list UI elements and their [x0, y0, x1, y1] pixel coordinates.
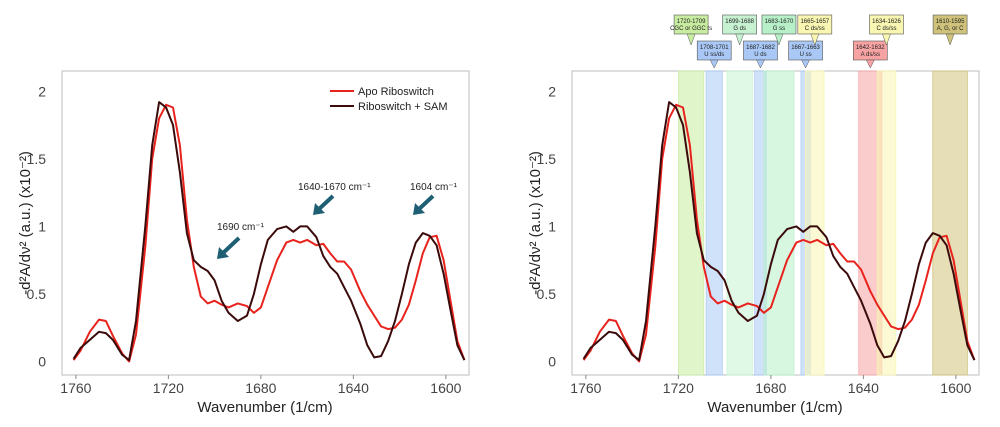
callout-range: 1665-1657 — [800, 19, 829, 25]
y-tick-label: 1.5 — [27, 151, 47, 167]
x-tick-label: 1680 — [245, 380, 276, 396]
callout-range: 1687-1682 — [746, 45, 775, 51]
series-line-sam — [72, 101, 466, 362]
band-1665-1657 — [805, 70, 825, 376]
callout-assignment: U ss — [800, 52, 812, 58]
annotation-1604: 1604 cm⁻¹ — [410, 182, 458, 193]
y-tick-label: 2 — [548, 83, 556, 99]
callout-range: 1708-1701 — [700, 45, 729, 51]
callout-range: 1720-1709 — [677, 19, 706, 25]
y-tick-label: 2 — [38, 83, 46, 99]
legend-label-apo: Apo Riboswitch — [358, 86, 434, 98]
left-x-axis-title: Wavenumber (1/cm) — [197, 399, 332, 416]
x-tick-label: 1720 — [153, 380, 184, 396]
left-chart-panel: 1760 1720 1680 1640 1600 0 0.5 1 1.5 2 Apo Ribosw… — [17, 70, 470, 416]
left-y-axis-title: -d²A/dν² (a.u.) (x10⁻²) — [17, 151, 34, 295]
band-1699-1688 — [726, 70, 753, 376]
arrow-1604-head — [413, 203, 425, 215]
callout-assignment: G ss — [773, 26, 785, 32]
callout-assignment: A, G, or C — [937, 26, 964, 32]
left-plot-area — [61, 70, 470, 376]
y-tick-label: 0.5 — [27, 286, 47, 302]
callout-pointer — [709, 59, 719, 69]
callout-range: 1683-1670 — [765, 19, 794, 25]
y-tick-label: 0 — [548, 353, 556, 369]
y-tick-label: 0.5 — [537, 286, 557, 302]
series-line-sam — [582, 101, 976, 362]
callout-range: 1699-1688 — [725, 19, 754, 25]
callout-pointer — [865, 59, 875, 69]
band-1708-1701 — [705, 70, 723, 376]
callout-assignment: U ss/ds — [704, 52, 724, 58]
arrow-1604 — [416, 194, 435, 212]
series-line-apo — [72, 103, 466, 363]
band-1720-1709 — [677, 70, 705, 376]
callout-range: 1610-1595 — [936, 19, 965, 25]
callout-assignment: C ds/ss — [876, 26, 896, 32]
callout-pointer — [686, 33, 696, 46]
x-tick-label: 1680 — [755, 380, 786, 396]
legend-label-sam: Riboswitch + SAM — [358, 101, 448, 113]
y-tick-label: 1 — [548, 218, 556, 234]
arrow-1690 — [220, 236, 241, 256]
callout-pointer — [756, 59, 765, 69]
callout-pointer — [945, 33, 955, 46]
callout-assignment: CGC or GGC ts — [670, 26, 712, 32]
callout-assignment: U ds — [754, 52, 766, 58]
x-tick-label: 1600 — [430, 380, 461, 396]
callout-pointer — [735, 33, 745, 46]
right-y-axis-title: -d²A/dν² (a.u.) (x10⁻²) — [527, 151, 544, 295]
callout-assignment: A ds/ss — [861, 52, 880, 58]
annotation-1640-1670: 1640-1670 cm⁻¹ — [298, 182, 371, 193]
band-1610-1595 — [932, 70, 968, 376]
x-tick-label: 1760 — [60, 380, 91, 396]
callout-range: 1667-1663 — [791, 45, 820, 51]
callout-pointer — [801, 59, 810, 69]
callout-range: 1642-1632 — [856, 45, 885, 51]
x-tick-label: 1600 — [940, 380, 971, 396]
callout-range: 1634-1626 — [872, 19, 901, 25]
annotation-1690: 1690 cm⁻¹ — [217, 222, 265, 233]
band-1683-1670 — [763, 70, 795, 376]
y-tick-label: 1 — [38, 218, 46, 234]
callout-pointer — [882, 33, 891, 46]
callout-assignment: G ds — [733, 26, 746, 32]
arrow-1640-1670-head — [313, 203, 325, 215]
right-x-axis-title: Wavenumber (1/cm) — [707, 399, 842, 416]
arrow-1640-1670 — [316, 194, 335, 212]
x-tick-label: 1640 — [848, 380, 879, 396]
series-line-apo — [582, 103, 976, 363]
callout-pointer — [774, 33, 784, 46]
callout-pointer — [810, 33, 820, 46]
y-tick-label: 1.5 — [537, 151, 557, 167]
arrow-1690-head — [217, 247, 229, 259]
left-legend: Apo Riboswitch Riboswitch + SAM — [330, 86, 448, 113]
x-tick-label: 1640 — [338, 380, 369, 396]
x-tick-label: 1760 — [570, 380, 601, 396]
callout-assignment: C ds/ss — [805, 26, 825, 32]
y-tick-label: 0 — [38, 353, 46, 369]
x-tick-label: 1720 — [663, 380, 694, 396]
band-1634-1626 — [876, 70, 897, 376]
